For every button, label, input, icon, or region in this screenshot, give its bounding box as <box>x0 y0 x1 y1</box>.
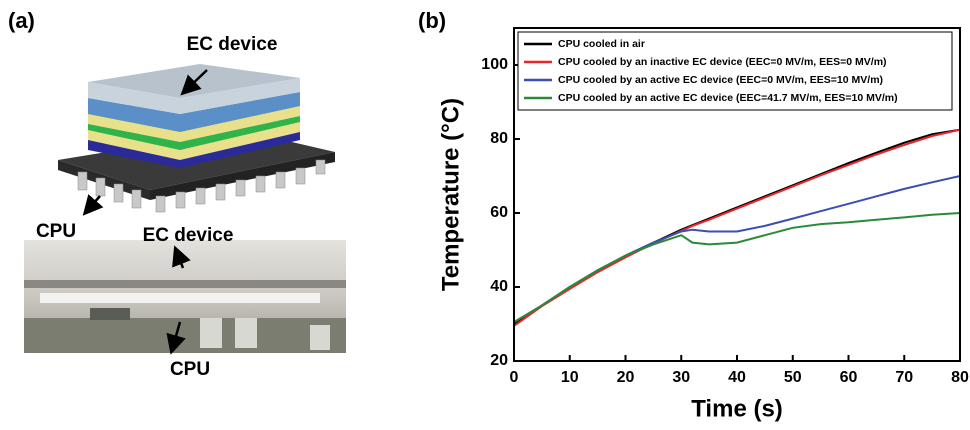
x-axis-title: Time (s) <box>691 395 783 422</box>
legend-label: CPU cooled by an active EC device (EEC=0… <box>558 74 883 86</box>
panel-label: (b) <box>418 8 446 33</box>
x-tick-label: 30 <box>672 369 690 386</box>
photo-device <box>24 280 346 288</box>
x-tick-label: 40 <box>728 369 746 386</box>
series-line <box>513 128 961 325</box>
panel-label: (a) <box>8 8 35 33</box>
legend-label: CPU cooled in air <box>558 38 645 50</box>
x-tick-label: 70 <box>895 369 913 386</box>
y-tick-label: 20 <box>490 352 508 369</box>
stack-cover <box>88 78 300 114</box>
callout: EC device <box>187 34 278 55</box>
callout: CPU <box>170 359 210 380</box>
callout: EC device <box>143 225 234 246</box>
y-axis-title: Temperature (°C) <box>437 98 464 291</box>
x-tick-label: 80 <box>951 369 969 386</box>
y-tick-label: 80 <box>490 130 508 147</box>
x-tick-label: 0 <box>510 369 519 386</box>
y-tick-label: 40 <box>490 278 508 295</box>
photo-device <box>40 293 320 303</box>
x-tick-label: 50 <box>784 369 802 386</box>
x-tick-label: 10 <box>561 369 579 386</box>
y-tick-label: 60 <box>490 204 508 221</box>
stack-layer <box>88 92 300 132</box>
chip-pins <box>77 159 326 213</box>
photo-capacitor <box>310 325 330 350</box>
callout: CPU <box>36 221 76 242</box>
legend-label: CPU cooled by an active EC device (EEC=4… <box>558 92 898 104</box>
series-line <box>513 212 961 323</box>
arrow <box>82 194 104 216</box>
photo-capacitor <box>200 318 222 348</box>
photo-capacitor <box>235 318 257 348</box>
photo-board <box>24 318 346 353</box>
series-line <box>513 128 961 327</box>
y-tick-label: 100 <box>481 56 508 73</box>
legend-label: CPU cooled by an inactive EC device (EEC… <box>558 56 887 68</box>
chart: 20 40 60 80 100 0 10 20 30 40 50 60 70 80 Time (s) Temp… <box>437 27 969 422</box>
series-line <box>513 175 961 323</box>
arrow <box>166 321 186 355</box>
x-tick-label: 60 <box>840 369 858 386</box>
photo-cpu <box>90 308 130 320</box>
arrow <box>172 245 191 269</box>
panel-a: (a) EC device CPU <box>8 8 346 380</box>
x-tick-label: 20 <box>617 369 635 386</box>
legend-box <box>517 31 953 111</box>
arrow <box>180 69 208 96</box>
